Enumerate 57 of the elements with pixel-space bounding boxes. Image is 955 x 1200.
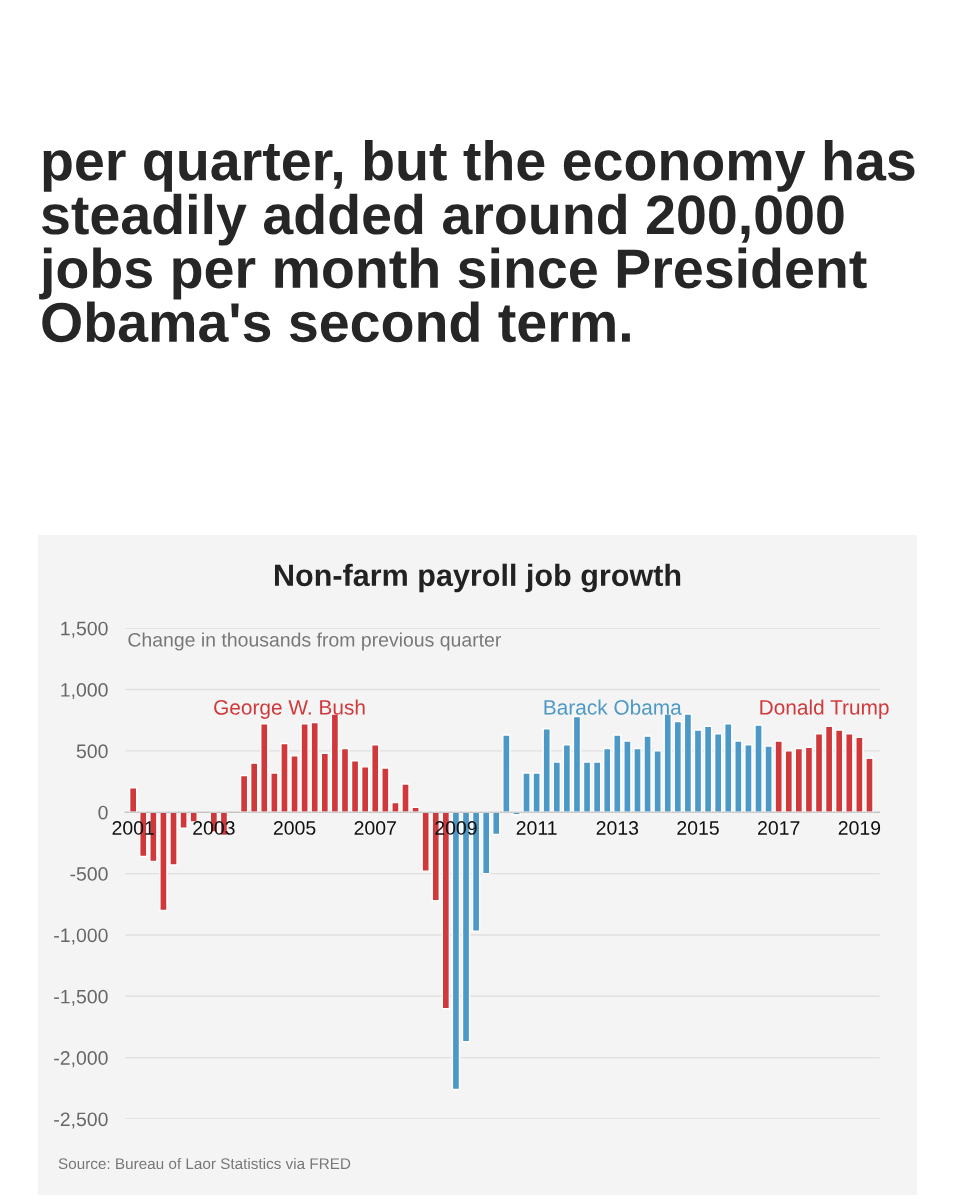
bar [340,747,350,813]
bar [421,811,430,872]
bar [713,733,723,813]
bar [784,750,794,813]
x-tick-label: 2011 [516,821,557,835]
y-tick-label: -500 [70,867,108,881]
series-label: Donald Trump [760,699,889,719]
text: per quarter, but the economy has steadily added around 200,000 jobs per month since President Obama's second term. [39,140,915,343]
y-tick-label: -1,000 [54,928,108,945]
x-tick-label: 2007 [354,821,396,835]
bar [552,761,562,813]
y-tick-label: -1,500 [54,989,108,1006]
series-label: Barack Obama [544,699,682,715]
x-tick-label: 2015 [677,821,719,835]
bar [724,723,733,813]
x-tick-label: 2009 [435,821,477,835]
x-tick-label: 2017 [758,821,800,835]
bar [320,752,330,813]
bar [582,761,592,813]
bar [703,725,713,813]
source-note: Source: Bureau of Laor Statistics via FRED [58,1157,351,1170]
bar [330,713,340,813]
bar [350,760,360,813]
bar [128,787,138,813]
x-tick-label: 2019 [838,821,881,835]
bar [249,762,259,813]
chart-title: Non-farm payroll job growth [275,563,681,593]
bar [683,713,693,813]
bar [603,747,612,813]
y-tick-label: 1,500 [61,621,108,638]
bar [572,715,582,813]
bar [592,761,602,813]
chart-subtitle: Change in thousands from previous quarter [128,632,502,651]
series-label: George W. Bush [214,699,365,719]
bar [360,766,370,813]
x-tick-label: 2005 [273,821,316,835]
bar [663,713,672,813]
y-tick-label: -2,000 [54,1051,108,1068]
bar [673,720,683,813]
bar [310,721,319,813]
y-tick-label: 500 [76,744,108,759]
bar [804,746,814,813]
bar [693,729,703,813]
bar [824,725,834,813]
bar [834,729,844,813]
bar [794,747,804,813]
bar [371,744,380,813]
bar [502,734,511,813]
y-tick-label: 1,000 [61,683,108,700]
y-tick-label: 0 [98,805,108,820]
bar [492,811,501,836]
y-tick-label: -2,500 [54,1112,108,1129]
bar [239,774,249,813]
x-tick-label: 2013 [596,821,639,835]
bar [562,744,572,813]
bar [814,733,824,813]
bar [481,811,491,875]
